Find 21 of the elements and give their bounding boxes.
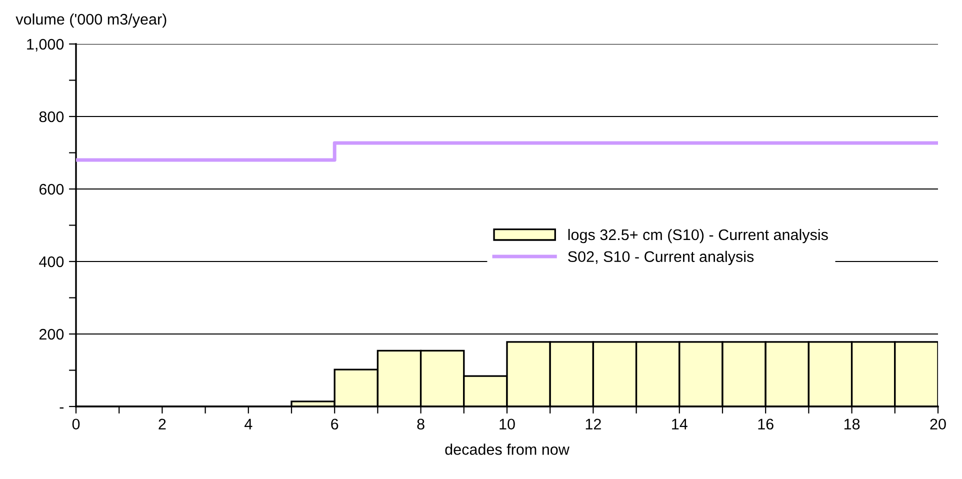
x-tick-label: 6 <box>331 418 338 430</box>
x-tick-label: 4 <box>244 418 252 430</box>
x-tick-label: 0 <box>72 418 80 430</box>
x-tick-label: 2 <box>158 418 166 430</box>
y-tick-label: 400 <box>39 256 64 268</box>
y-tick-label: 600 <box>39 184 64 195</box>
x-tick-label: 8 <box>417 418 424 430</box>
y-tick-label: 200 <box>39 328 64 340</box>
y-axis-title: volume ('000 m3/year) <box>16 13 166 28</box>
x-tick-label: 14 <box>672 418 688 430</box>
y-tick-label: 1,000 <box>27 38 64 52</box>
y-tick-label: 800 <box>39 111 64 122</box>
legend-label: S02, S10 - Current analysis <box>568 250 754 266</box>
legend-label: logs 32.5+ cm (S10) - Current analysis <box>568 228 828 244</box>
x-tick-label: 12 <box>586 418 601 430</box>
x-tick-label: 20 <box>930 418 946 430</box>
x-axis-title: decades from now <box>445 444 570 455</box>
y-tick-label: - <box>60 407 64 409</box>
x-tick-label: 10 <box>500 418 515 430</box>
x-tick-label: 16 <box>758 418 774 430</box>
x-tick-label: 18 <box>844 418 860 430</box>
